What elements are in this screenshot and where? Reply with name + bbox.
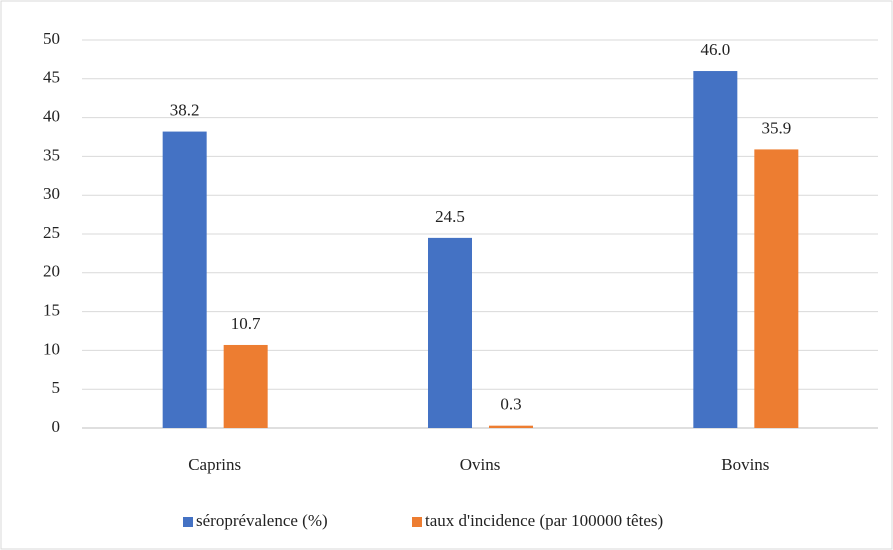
legend-label: séroprévalence (%)	[196, 511, 328, 530]
bar	[428, 237, 472, 428]
bar	[223, 344, 268, 428]
data-label: 24.5	[435, 207, 465, 226]
legend-label: taux d'incidence (par 100000 têtes)	[425, 511, 663, 530]
bar	[489, 425, 533, 428]
y-tick-label: 0	[52, 417, 61, 436]
data-label: 0.3	[500, 395, 521, 414]
y-tick-label: 30	[43, 184, 60, 203]
y-tick-label: 25	[43, 223, 60, 242]
x-tick-label: Bovins	[721, 455, 769, 474]
y-tick-label: 20	[43, 262, 60, 281]
y-tick-label: 5	[52, 378, 61, 397]
y-tick-label: 45	[43, 68, 60, 87]
y-tick-label: 50	[43, 29, 60, 48]
x-tick-label: Caprins	[188, 455, 241, 474]
bar	[754, 149, 799, 428]
bar	[693, 71, 738, 428]
legend-swatch	[183, 517, 193, 527]
y-tick-label: 15	[43, 301, 60, 320]
y-tick-label: 10	[43, 339, 60, 358]
data-label: 46.0	[700, 40, 730, 59]
legend-swatch	[412, 517, 422, 527]
y-tick-label: 35	[43, 145, 60, 164]
x-tick-label: Ovins	[460, 455, 501, 474]
data-label: 35.9	[761, 118, 791, 137]
data-label: 38.2	[170, 100, 200, 119]
data-label: 10.7	[231, 314, 261, 333]
y-tick-label: 40	[43, 107, 60, 126]
bar	[162, 131, 207, 428]
